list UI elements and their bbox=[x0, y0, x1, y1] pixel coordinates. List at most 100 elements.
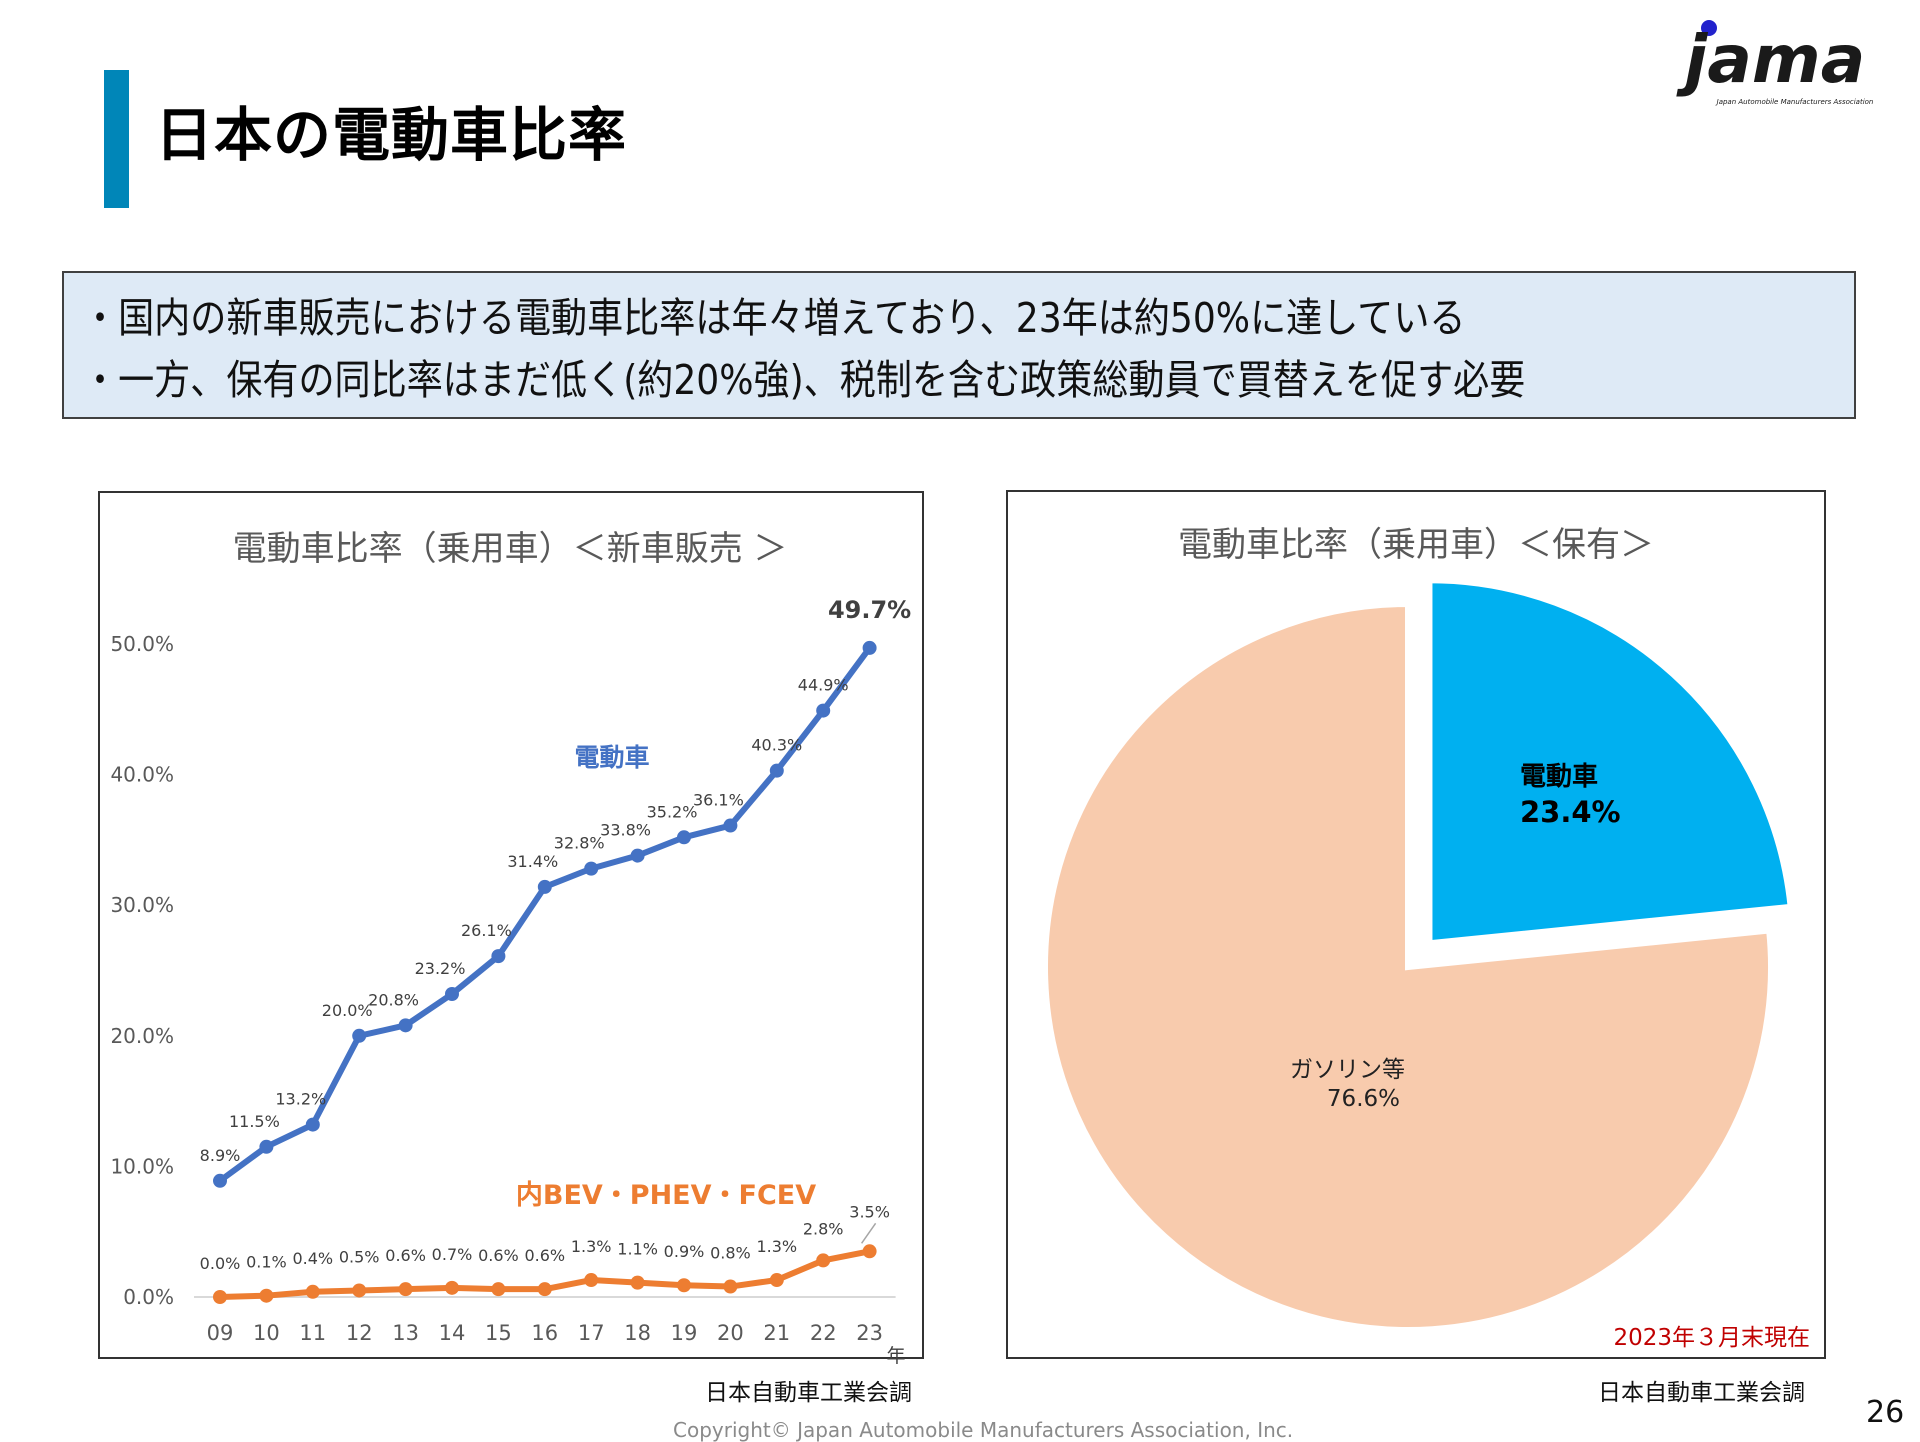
pie-label-electric-value: 23.4% bbox=[1520, 795, 1621, 829]
data-label: 0.9% bbox=[664, 1242, 705, 1261]
data-point bbox=[816, 1253, 831, 1268]
data-point bbox=[259, 1139, 274, 1154]
data-point bbox=[630, 848, 645, 863]
data-point bbox=[677, 830, 691, 845]
pie-slice-electric bbox=[1426, 577, 1794, 947]
data-label: 0.6% bbox=[478, 1246, 519, 1265]
data-label: 49.7% bbox=[828, 596, 911, 624]
x-tick-label: 23 bbox=[856, 1321, 883, 1345]
data-point bbox=[862, 1244, 877, 1259]
logo-text: jama bbox=[1676, 21, 1865, 98]
y-tick-label: 10.0% bbox=[110, 1154, 174, 1178]
x-tick-label: 19 bbox=[671, 1321, 698, 1345]
data-point bbox=[630, 1275, 645, 1290]
data-label: 31.4% bbox=[507, 852, 558, 871]
data-point bbox=[723, 818, 738, 833]
data-label: 23.2% bbox=[415, 959, 466, 978]
line-chart-title: 電動車比率（乗用車）＜新車販売 ＞ bbox=[233, 529, 788, 569]
data-label: 0.6% bbox=[385, 1246, 426, 1265]
data-label: 44.9% bbox=[798, 676, 849, 695]
series-1: 0.0% 0.1% 0.4% 0.5% 0.6% 0.7% 0.6% 0.6% 1.3% 1.1%… bbox=[200, 1202, 890, 1304]
data-label: 2.8% bbox=[803, 1219, 844, 1238]
x-tick-label: 09 bbox=[207, 1321, 234, 1345]
data-label: 26.1% bbox=[461, 921, 512, 940]
data-point bbox=[584, 1273, 599, 1288]
x-tick-label: 15 bbox=[485, 1321, 512, 1345]
pie-date-note: 2023年３月末現在 bbox=[1613, 1325, 1810, 1351]
data-label: 1.3% bbox=[571, 1237, 612, 1256]
data-point bbox=[352, 1283, 367, 1298]
data-point bbox=[213, 1173, 227, 1188]
data-point bbox=[259, 1288, 274, 1303]
y-tick-label: 50.0% bbox=[110, 632, 174, 656]
y-tick-label: 30.0% bbox=[110, 893, 174, 917]
jama-logo: jama Japan Automobile Manufacturers Asso… bbox=[1676, 20, 1874, 106]
logo-dot-icon bbox=[1701, 20, 1717, 36]
data-point bbox=[491, 1282, 506, 1297]
data-label: 13.2% bbox=[275, 1090, 326, 1109]
data-label: 0.7% bbox=[432, 1245, 473, 1264]
data-label: 33.8% bbox=[600, 821, 651, 840]
summary-bullet: ・一方、保有の同比率はまだ低く(約20%強)、税制を含む政策総動員で買替えを促す… bbox=[82, 356, 1526, 404]
data-label: 0.5% bbox=[339, 1247, 380, 1266]
y-tick-label: 20.0% bbox=[110, 1024, 174, 1048]
x-tick-label: 18 bbox=[624, 1321, 651, 1345]
page-title: 日本の電動車比率 bbox=[155, 101, 628, 169]
pie-label-electric-name: 電動車 bbox=[1520, 762, 1598, 792]
x-tick-label: 22 bbox=[810, 1321, 837, 1345]
data-point bbox=[352, 1028, 367, 1043]
x-tick-label: 11 bbox=[299, 1321, 326, 1345]
data-label: 20.0% bbox=[322, 1001, 373, 1020]
data-point bbox=[305, 1117, 320, 1132]
pie-label-gasoline-name: ガソリン等 bbox=[1290, 1057, 1405, 1083]
summary-bullet: ・国内の新車販売における電動車比率は年々増えており、23年は約50%に達している bbox=[82, 294, 1466, 342]
x-tick-label: 16 bbox=[531, 1321, 558, 1345]
data-label: 1.3% bbox=[756, 1237, 797, 1256]
x-tick-label: 13 bbox=[392, 1321, 419, 1345]
x-tick-label: 10 bbox=[253, 1321, 280, 1345]
data-label: 0.1% bbox=[246, 1253, 287, 1272]
x-tick-label: 14 bbox=[439, 1321, 466, 1345]
data-label: 0.4% bbox=[292, 1249, 333, 1268]
data-label: 35.2% bbox=[647, 802, 698, 821]
label-leader-line bbox=[860, 1222, 877, 1244]
x-tick-label: 17 bbox=[578, 1321, 605, 1345]
data-label: 32.8% bbox=[554, 834, 605, 853]
data-label: 0.6% bbox=[524, 1246, 565, 1265]
data-point bbox=[398, 1018, 413, 1033]
pie-slice-gasoline bbox=[1042, 600, 1774, 1333]
x-tick-label: 20 bbox=[717, 1321, 744, 1345]
y-tick-label: 40.0% bbox=[110, 763, 174, 787]
data-point bbox=[491, 949, 506, 964]
series-0: 8.9%11.5%13.2%20.0%20.8%23.2%26.1%31.4%3… bbox=[200, 596, 911, 1188]
data-label: 11.5% bbox=[229, 1112, 280, 1131]
data-label: 3.5% bbox=[849, 1202, 890, 1221]
legend-electric: 電動車 bbox=[574, 743, 649, 772]
data-label: 40.3% bbox=[751, 736, 802, 755]
data-point bbox=[537, 1282, 552, 1297]
data-point bbox=[769, 763, 784, 778]
pie-chart-title: 電動車比率（乗用車）＜保有＞ bbox=[1178, 525, 1654, 565]
logo-subtext: Japan Automobile Manufacturers Associati… bbox=[1715, 98, 1874, 106]
line-chart-panel bbox=[98, 491, 924, 1359]
data-point bbox=[862, 640, 877, 655]
data-label: 20.8% bbox=[368, 990, 419, 1009]
data-label: 8.9% bbox=[200, 1146, 241, 1165]
x-tick-label: 12 bbox=[346, 1321, 373, 1345]
data-point bbox=[584, 861, 599, 876]
copyright-text: Copyright© Japan Automobile Manufacturer… bbox=[673, 1418, 1294, 1442]
data-point bbox=[723, 1279, 738, 1294]
data-label: 0.0% bbox=[200, 1254, 241, 1273]
data-point bbox=[769, 1273, 784, 1288]
data-label: 0.8% bbox=[710, 1244, 751, 1263]
source-note-right: 日本自動車工業会調 bbox=[1598, 1380, 1805, 1406]
pie-label-gasoline-value: 76.6% bbox=[1327, 1086, 1400, 1112]
source-note-left: 日本自動車工業会調 bbox=[705, 1380, 912, 1406]
title-accent-bar bbox=[104, 70, 129, 208]
x-tick-label: 21 bbox=[763, 1321, 790, 1345]
data-point bbox=[677, 1278, 691, 1293]
data-point bbox=[445, 1280, 459, 1295]
summary-box: ・国内の新車販売における電動車比率は年々増えており、23年は約50%に達している… bbox=[62, 271, 1856, 419]
